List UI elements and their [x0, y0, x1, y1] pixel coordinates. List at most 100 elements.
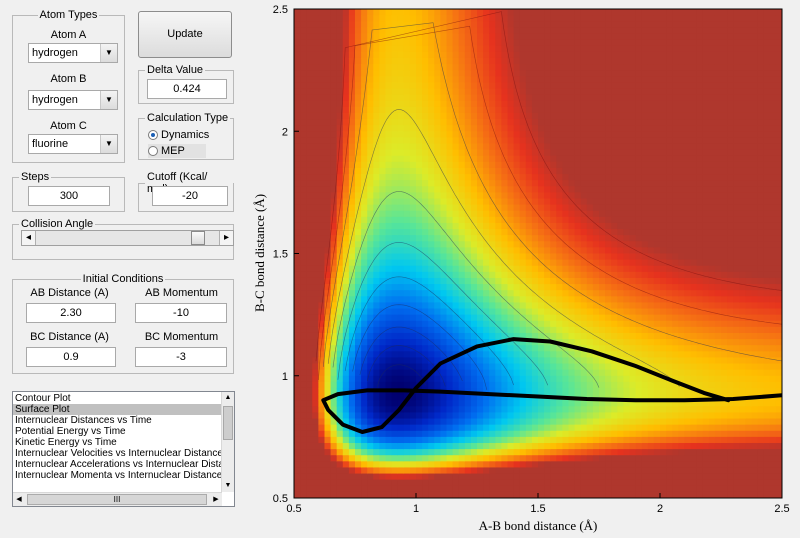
- bc-momentum-field[interactable]: -3: [135, 347, 227, 367]
- surface-cell: [635, 15, 643, 22]
- plot-type-item[interactable]: Contour Plot: [15, 393, 71, 404]
- surface-cell: [416, 339, 423, 346]
- surface-cell: [641, 235, 649, 242]
- plot-type-listbox[interactable]: Contour Plot Surface Plot Internuclear Dis…: [12, 391, 235, 507]
- surface-cell: [562, 9, 570, 16]
- surface-cell: [373, 473, 380, 481]
- plot-type-item[interactable]: Internuclear Distances vs Time: [15, 415, 152, 426]
- plot-type-item[interactable]: Internuclear Accelerations vs Internucle…: [15, 459, 221, 470]
- surface-cell: [361, 308, 368, 316]
- chevron-down-icon[interactable]: ▼: [100, 91, 117, 109]
- surface-cell: [629, 112, 637, 120]
- radio-mep[interactable]: MEP: [148, 144, 206, 158]
- scroll-thumb[interactable]: [223, 406, 233, 440]
- surface-cell: [666, 112, 673, 120]
- chevron-down-icon[interactable]: ▼: [100, 135, 117, 153]
- surface-cell: [324, 387, 332, 395]
- bc-distance-field[interactable]: 0.9: [26, 347, 116, 367]
- surface-cell: [562, 302, 570, 310]
- chevron-down-icon[interactable]: ▼: [100, 44, 117, 62]
- plot-type-item[interactable]: Kinetic Energy vs Time: [15, 437, 117, 448]
- surface-cell: [574, 15, 582, 22]
- surface-cell: [538, 381, 545, 389]
- surface-cell: [592, 167, 600, 175]
- surface-cell: [458, 430, 466, 438]
- surface-cell: [300, 247, 307, 255]
- surface-cell: [544, 357, 551, 365]
- surface-cell: [544, 155, 551, 163]
- surface-cell: [306, 290, 313, 297]
- surface-cell: [324, 106, 332, 114]
- surface-cell: [330, 33, 338, 41]
- surface-cell: [544, 253, 551, 261]
- surface-cell: [416, 222, 423, 230]
- slider-left-arrow[interactable]: ◂: [22, 231, 36, 245]
- plot-type-item[interactable]: Surface Plot: [13, 404, 221, 415]
- surface-cell: [562, 27, 570, 35]
- surface-cell: [470, 351, 478, 359]
- surface-cell: [355, 332, 362, 340]
- surface-cell: [513, 253, 521, 261]
- surface-cell: [660, 412, 667, 420]
- surface-cell: [641, 94, 649, 102]
- plot-type-item[interactable]: Internuclear Velocities vs Internuclear …: [15, 448, 221, 459]
- surface-cell: [556, 241, 563, 248]
- list-hscrollbar[interactable]: ◀ III ▶: [13, 492, 222, 506]
- surface-cell: [416, 357, 423, 365]
- surface-cell: [361, 149, 368, 157]
- plot-type-item[interactable]: Potential Energy vs Time: [15, 426, 126, 437]
- collision-angle-slider[interactable]: ◂ ▸: [21, 230, 234, 246]
- surface-cell: [574, 241, 582, 248]
- atom-c-select[interactable]: fluorine ▼: [28, 134, 118, 154]
- ab-momentum-field[interactable]: -10: [135, 303, 227, 323]
- surface-cell: [342, 229, 350, 236]
- surface-cell: [586, 449, 594, 456]
- surface-cell: [525, 455, 533, 462]
- list-vscrollbar[interactable]: ▲ ▼: [221, 392, 234, 492]
- surface-cell: [568, 412, 576, 420]
- surface-cell: [373, 143, 380, 151]
- scroll-right-arrow-icon[interactable]: ▶: [213, 496, 219, 503]
- delta-value-field[interactable]: 0.424: [147, 79, 227, 99]
- slider-right-arrow[interactable]: ▸: [219, 231, 233, 245]
- surface-cell: [586, 229, 594, 236]
- surface-cell: [550, 198, 557, 206]
- steps-field[interactable]: 300: [28, 186, 110, 206]
- surface-cell: [373, 198, 380, 206]
- atom-a-select[interactable]: hydrogen ▼: [28, 43, 118, 63]
- surface-cell: [611, 326, 618, 334]
- surface-cell: [440, 82, 448, 90]
- plot-type-item[interactable]: Internuclear Momenta vs Internuclear Dis…: [15, 470, 221, 481]
- surface-cell: [306, 491, 313, 498]
- slider-thumb[interactable]: [191, 231, 206, 245]
- surface-cell: [568, 424, 576, 432]
- surface-cell: [367, 436, 374, 444]
- surface-cell: [373, 125, 380, 132]
- surface-cell: [342, 106, 350, 114]
- surface-cell: [495, 174, 502, 181]
- surface-cell: [373, 15, 380, 22]
- surface-cell: [470, 253, 478, 261]
- ab-distance-field[interactable]: 2.30: [26, 303, 116, 323]
- atom-b-select[interactable]: hydrogen ▼: [28, 90, 118, 110]
- surface-cell: [641, 82, 649, 90]
- scroll-down-arrow-icon[interactable]: ▼: [224, 482, 232, 489]
- surface-cell: [434, 381, 441, 389]
- surface-cell: [544, 290, 551, 297]
- scroll-left-arrow-icon[interactable]: ◀: [16, 496, 22, 503]
- radio-dynamics[interactable]: Dynamics: [148, 128, 209, 142]
- surface-cell: [416, 461, 423, 469]
- surface-cell: [641, 198, 649, 206]
- update-button[interactable]: Update: [138, 11, 232, 58]
- surface-cell: [531, 424, 539, 432]
- surface-cell: [428, 155, 435, 163]
- surface-cell: [629, 320, 637, 328]
- hscroll-thumb[interactable]: III: [27, 494, 207, 505]
- surface-cell: [568, 290, 576, 297]
- surface-cell: [501, 314, 509, 322]
- scroll-up-arrow-icon[interactable]: ▲: [224, 394, 232, 401]
- surface-cell: [458, 345, 466, 352]
- surface-cell: [653, 82, 661, 90]
- cutoff-field[interactable]: -20: [152, 186, 228, 206]
- surface-cell: [330, 222, 338, 230]
